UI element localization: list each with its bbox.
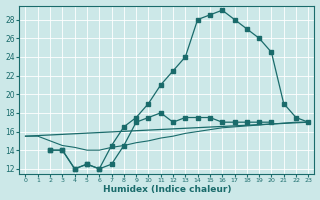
X-axis label: Humidex (Indice chaleur): Humidex (Indice chaleur) [103,185,231,194]
